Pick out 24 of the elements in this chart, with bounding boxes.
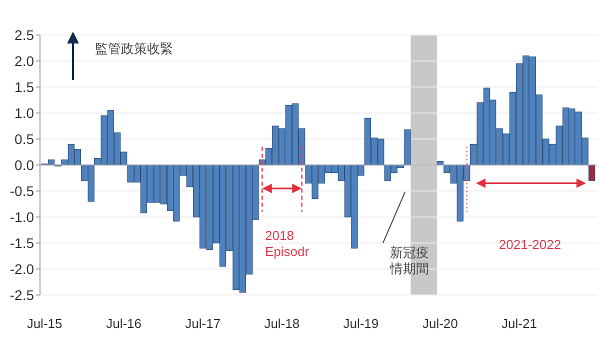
annotation: 2018 Episodr (265, 228, 310, 259)
y-tick-label: 1.0 (14, 105, 34, 121)
x-tick-label: Jul-16 (106, 316, 142, 331)
y-tick-label: -2.0 (10, 261, 34, 277)
y-tick-label: 2.5 (14, 27, 34, 43)
y-tick-label: 2.0 (14, 53, 34, 69)
y-tick-label: 0.5 (14, 131, 34, 147)
bar (404, 129, 411, 166)
y-tick-label: -0.5 (10, 183, 34, 199)
annotation: 2021-2022 (498, 237, 562, 252)
x-tick-label: Jul-20 (422, 316, 458, 331)
y-tick-label: 1.5 (14, 79, 34, 95)
x-tick-label: Jul-15 (26, 316, 62, 331)
y-tick-label: -1.5 (10, 235, 34, 251)
bar (588, 164, 596, 181)
x-tick-label: Jul-21 (502, 316, 537, 331)
x-tick-label: Jul-18 (264, 316, 300, 331)
y-tick-label: -1.0 (10, 209, 34, 225)
x-tick-label: Jul-17 (185, 316, 221, 331)
y-tick-label: -2.5 (10, 287, 34, 303)
annotation: 新冠疫情期間 (389, 245, 429, 276)
y-tick-label: 0.0 (14, 157, 34, 173)
annotation: 監管政策收緊 (95, 41, 173, 56)
x-tick-label: Jul-19 (343, 316, 379, 331)
